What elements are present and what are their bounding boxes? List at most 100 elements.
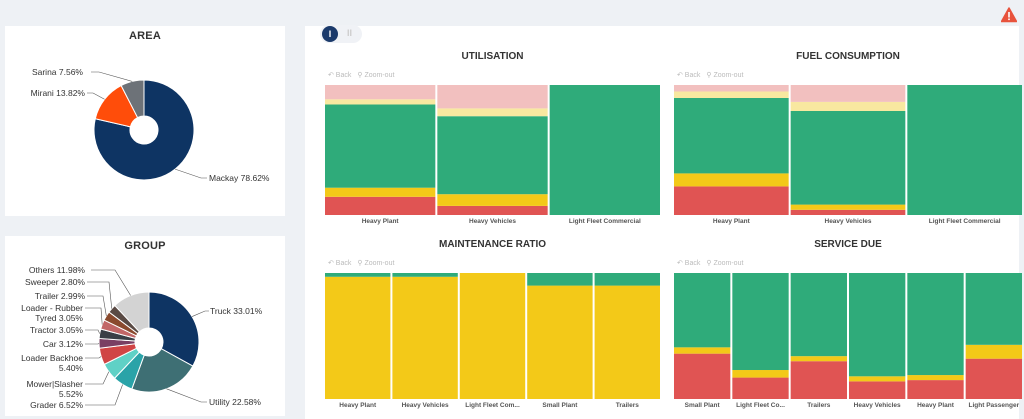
column-segment-red[interactable] — [790, 209, 906, 215]
column-segment-green[interactable] — [549, 85, 660, 215]
group-leader-line — [85, 371, 110, 385]
zoom-out-button[interactable]: ⚲ Zoom-out — [706, 260, 744, 267]
group-leader-line — [91, 269, 131, 296]
back-button[interactable]: ↶ Back — [677, 72, 701, 79]
stacked-column-chart: Heavy Plant Heavy Vehicles Light Fleet Com… — [674, 85, 1022, 225]
x-axis-category-label: Small Plant — [542, 402, 578, 409]
area-slice-label: Sarina 7.56% — [32, 67, 83, 77]
column-segment-yellow[interactable] — [459, 273, 526, 399]
column-segment-yellow[interactable] — [849, 376, 906, 382]
area-leader-line — [91, 71, 133, 82]
column-segment-green[interactable] — [849, 273, 906, 377]
group-slice-label: Others 11.98% — [29, 265, 86, 275]
column-segment-green[interactable] — [965, 273, 1022, 345]
column-segment-pink[interactable] — [325, 85, 436, 100]
warning-icon[interactable] — [1001, 7, 1017, 23]
area-title: AREA — [129, 30, 161, 42]
column-segment-lightyellow[interactable] — [325, 99, 436, 105]
column-segment-green[interactable] — [907, 273, 964, 376]
zoom-out-button[interactable]: ⚲ Zoom-out — [357, 260, 395, 267]
column-segment-green[interactable] — [392, 273, 458, 277]
column-segment-yellow[interactable] — [594, 285, 660, 399]
group-leader-line — [191, 310, 209, 317]
area-slice[interactable] — [120, 79, 145, 119]
zoom-out-button[interactable]: ⚲ Zoom-out — [357, 72, 395, 79]
zoom-out-button[interactable]: ⚲ Zoom-out — [706, 72, 744, 79]
column-segment-lightyellow[interactable] — [790, 101, 906, 111]
column-segment-green[interactable] — [790, 273, 847, 357]
column-segment-yellow[interactable] — [907, 375, 964, 381]
group-panel: GROUP Truck 33.01% Utility 22.58% Grader 6… — [5, 236, 285, 416]
group-slice-label: Truck 33.01% — [210, 306, 263, 316]
group-slice-label: Trailer 2.99% — [35, 291, 86, 301]
column-segment-yellow[interactable] — [527, 285, 593, 399]
column-segment-red[interactable] — [790, 361, 847, 399]
group-leader-line — [85, 356, 102, 359]
column-segment-yellow[interactable] — [674, 347, 731, 354]
back-button[interactable]: ↶ Back — [328, 72, 352, 79]
area-leader-line — [175, 168, 207, 179]
column-segment-green[interactable] — [325, 104, 436, 188]
column-segment-yellow[interactable] — [325, 276, 391, 399]
back-button[interactable]: ↶ Back — [677, 260, 701, 267]
group-leader-line — [85, 384, 123, 406]
column-segment-red[interactable] — [325, 196, 436, 215]
x-axis-category-label: Heavy Vehicles — [469, 218, 516, 225]
group-pie-chart: Truck 33.01% Utility 22.58% Grader 6.52%Mo… — [21, 265, 263, 410]
back-button[interactable]: ↶ Back — [328, 260, 352, 267]
column-segment-lightyellow[interactable] — [437, 108, 548, 117]
column-segment-yellow[interactable] — [732, 370, 789, 378]
column-segment-green[interactable] — [437, 116, 548, 195]
column-segment-pink[interactable] — [437, 85, 548, 109]
column-segment-yellow[interactable] — [392, 276, 458, 399]
column-segment-green[interactable] — [907, 85, 1022, 215]
column-segment-green[interactable] — [674, 98, 789, 174]
column-segment-red[interactable] — [674, 186, 789, 215]
chart-title: SERVICE DUE — [814, 239, 882, 250]
column-segment-pink[interactable] — [790, 85, 906, 102]
toggle-option-one[interactable]: I — [322, 26, 338, 42]
x-axis-category-label: Trailers — [616, 402, 640, 409]
column-segment-yellow[interactable] — [674, 173, 789, 187]
chart-nav-controls: ↶ Back ⚲ Zoom-out — [328, 71, 394, 79]
column-segment-green[interactable] — [527, 273, 593, 286]
column-segment-green[interactable] — [594, 273, 660, 286]
column-segment-yellow[interactable] — [325, 187, 436, 197]
x-axis-category-label: Heavy Plant — [339, 402, 377, 409]
chart-title: MAINTENANCE RATIO — [438, 239, 547, 250]
area-slice[interactable] — [93, 79, 195, 181]
group-slice-label: Loader - Rubber Tyred 3.05% — [21, 303, 83, 323]
column-segment-red[interactable] — [437, 205, 548, 215]
view-toggle[interactable]: I II — [320, 25, 362, 43]
column-segment-lightyellow[interactable] — [674, 91, 789, 99]
column-segment-yellow[interactable] — [965, 344, 1022, 359]
column-segment-yellow[interactable] — [437, 194, 548, 206]
toggle-option-two[interactable]: II — [347, 28, 353, 38]
column-segment-green[interactable] — [790, 111, 906, 205]
x-axis-category-label: Light Passenger — [969, 402, 1020, 409]
group-slice-label: Utility 22.58% — [209, 397, 261, 407]
column-segment-red[interactable] — [732, 377, 789, 399]
x-axis-category-label: Light Fleet Commercial — [929, 218, 1001, 225]
column-segment-red[interactable] — [849, 381, 906, 399]
area-slice-label: Mirani 13.82% — [31, 88, 86, 98]
column-segment-green[interactable] — [674, 273, 731, 348]
column-segment-red[interactable] — [674, 353, 731, 399]
column-segment-yellow[interactable] — [790, 356, 847, 362]
group-slice[interactable] — [114, 291, 150, 333]
column-segment-green[interactable] — [732, 273, 789, 371]
group-slice[interactable] — [131, 348, 194, 393]
group-slice-label: Car 3.12% — [43, 339, 84, 349]
group-slice-label: Grader 6.52% — [30, 400, 83, 410]
column-segment-red[interactable] — [965, 358, 1022, 399]
column-segment-yellow[interactable] — [790, 204, 906, 210]
group-leader-line — [87, 295, 107, 316]
column-segment-green[interactable] — [325, 273, 391, 277]
group-title: GROUP — [124, 240, 166, 252]
group-slice[interactable] — [148, 291, 200, 367]
column-segment-pink[interactable] — [674, 85, 789, 92]
column-segment-red[interactable] — [907, 380, 964, 399]
group-leader-line — [85, 307, 103, 325]
group-slice-label: Loader Backhoe 5.40% — [21, 353, 83, 373]
area-pie-chart: Mackay 78.62% Mirani 13.82% Sarina 7.56% — [31, 67, 270, 183]
